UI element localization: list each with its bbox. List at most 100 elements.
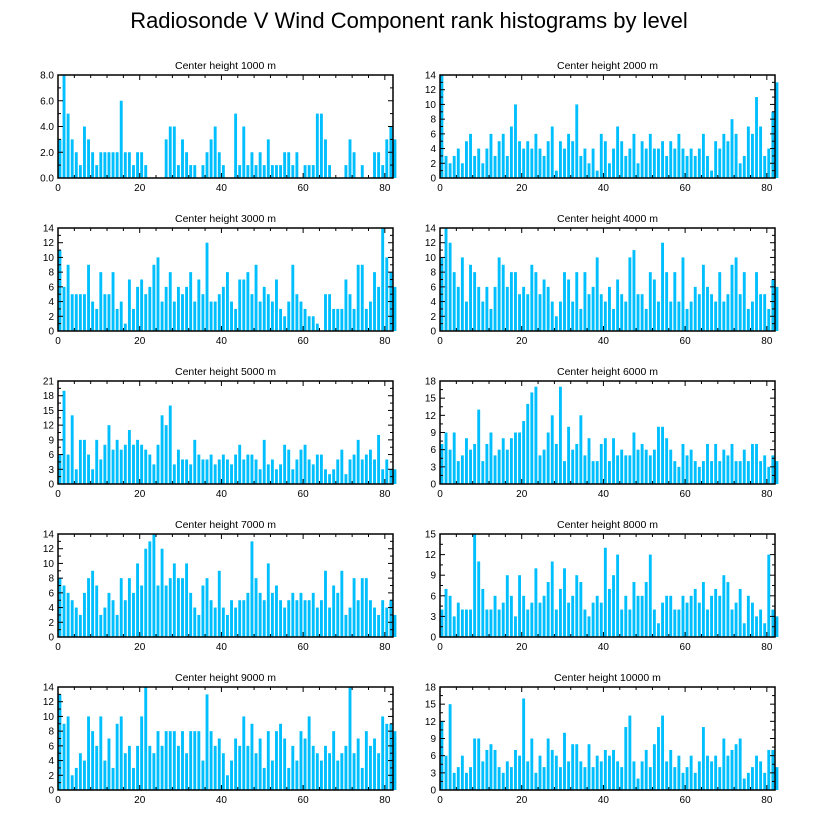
histogram-bar xyxy=(103,294,107,331)
histogram-bar xyxy=(583,148,587,178)
histogram-bar xyxy=(706,755,709,790)
histogram-bar xyxy=(226,272,229,331)
histogram-bar xyxy=(78,294,82,331)
histogram-bar xyxy=(514,272,517,331)
histogram-bar xyxy=(554,316,558,331)
histogram-bar xyxy=(530,738,534,790)
x-tick-label: 0 xyxy=(437,642,443,653)
histogram-bar xyxy=(87,716,90,790)
histogram-bar xyxy=(742,778,746,790)
histogram-bar xyxy=(291,264,295,331)
histogram-bar xyxy=(595,257,599,331)
histogram-bar xyxy=(103,760,107,790)
histogram-bar xyxy=(270,165,274,178)
histogram-bar xyxy=(344,165,348,178)
histogram-bar xyxy=(575,272,579,331)
histogram-bar xyxy=(176,165,180,178)
histogram-bar xyxy=(550,415,554,484)
x-tick-label: 80 xyxy=(761,336,773,347)
histogram-bar xyxy=(456,767,460,790)
histogram-bar xyxy=(701,461,705,484)
histogram-bar xyxy=(746,772,750,790)
histogram-svg: Center height 1000 m 0 20 40 60 80 0.0 2.0 4.0 6.… xyxy=(40,60,397,194)
histogram-bar xyxy=(83,439,86,484)
histogram-bar xyxy=(132,444,135,484)
x-tick-label: 60 xyxy=(298,642,310,653)
histogram-bar xyxy=(759,609,763,637)
histogram-bar xyxy=(701,727,705,790)
histogram-bar xyxy=(542,279,546,331)
histogram-bar xyxy=(681,772,685,790)
histogram-bar xyxy=(127,430,131,484)
histogram-bar xyxy=(554,609,558,637)
histogram-bar xyxy=(205,694,209,790)
histogram-bar xyxy=(591,286,595,331)
histogram-bar xyxy=(168,405,172,484)
histogram-bar xyxy=(595,755,599,790)
histogram-bar xyxy=(299,301,303,331)
histogram-bar xyxy=(522,421,526,484)
histogram-bar xyxy=(176,286,180,331)
histogram-bar xyxy=(266,139,270,178)
histogram-bar xyxy=(636,595,640,637)
y-tick-label: 4 xyxy=(48,756,54,767)
histogram-bar xyxy=(632,432,636,484)
histogram-bar xyxy=(452,272,456,331)
histogram-bar xyxy=(693,772,697,790)
histogram-bar xyxy=(730,749,734,790)
histogram-bar xyxy=(685,155,689,178)
histogram-bar xyxy=(775,767,779,790)
histogram-bar xyxy=(140,152,144,178)
histogram-bar xyxy=(315,454,319,484)
histogram-bar xyxy=(352,152,356,178)
histogram-bar xyxy=(368,301,372,331)
histogram-bar xyxy=(275,279,278,331)
histogram-bar xyxy=(381,600,385,637)
histogram-bar xyxy=(542,767,546,790)
histogram-bar xyxy=(70,139,74,178)
histogram-bar xyxy=(311,165,315,178)
histogram-bar xyxy=(746,308,750,331)
histogram-bar xyxy=(644,582,648,637)
histogram-bar xyxy=(665,595,669,637)
histogram-bar xyxy=(661,426,664,484)
histogram-bar xyxy=(575,104,579,178)
histogram-bar xyxy=(217,294,221,331)
histogram-bar xyxy=(164,139,168,178)
histogram-bar xyxy=(185,563,189,637)
histogram-bar xyxy=(132,165,135,178)
histogram-bar xyxy=(193,165,197,178)
histogram-bar xyxy=(156,731,160,790)
histogram-bar xyxy=(119,716,123,790)
histogram-bar xyxy=(74,294,78,331)
histogram-bar xyxy=(360,578,364,637)
histogram-bar xyxy=(489,308,493,331)
histogram-bar xyxy=(603,141,607,178)
histogram-bar xyxy=(542,449,546,484)
histogram-bar xyxy=(706,286,709,331)
histogram-svg: Center height 5000 m 0 20 40 60 80 0 3 6 9 12 15 18 2… xyxy=(43,366,397,500)
histogram-bar xyxy=(377,152,381,178)
histogram-bar xyxy=(624,455,628,484)
y-tick-label: 12 xyxy=(43,238,55,249)
x-tick-label: 60 xyxy=(298,183,310,194)
histogram-bar xyxy=(567,279,571,331)
histogram-bar xyxy=(275,731,278,790)
histogram-bar xyxy=(340,308,344,331)
histogram-bar xyxy=(518,755,522,790)
histogram-bar xyxy=(493,749,497,790)
y-tick-label: 3 xyxy=(430,462,436,473)
histogram-bar xyxy=(612,148,615,178)
histogram-bar xyxy=(689,148,693,178)
panel-10000m: Center height 10000 m 0 20 40 60 80 0 3 6 9 12 15 18 xyxy=(400,669,787,818)
histogram-bar xyxy=(373,272,376,331)
histogram-bar xyxy=(164,425,168,484)
histogram-bar xyxy=(262,767,266,790)
histogram-bar xyxy=(123,323,127,331)
y-tick-label: 4 xyxy=(48,603,54,614)
histogram-bar xyxy=(140,585,144,637)
histogram-bar xyxy=(444,588,448,637)
histogram-bar xyxy=(291,469,295,484)
histogram-bar xyxy=(324,745,327,790)
histogram-bar xyxy=(546,582,550,637)
